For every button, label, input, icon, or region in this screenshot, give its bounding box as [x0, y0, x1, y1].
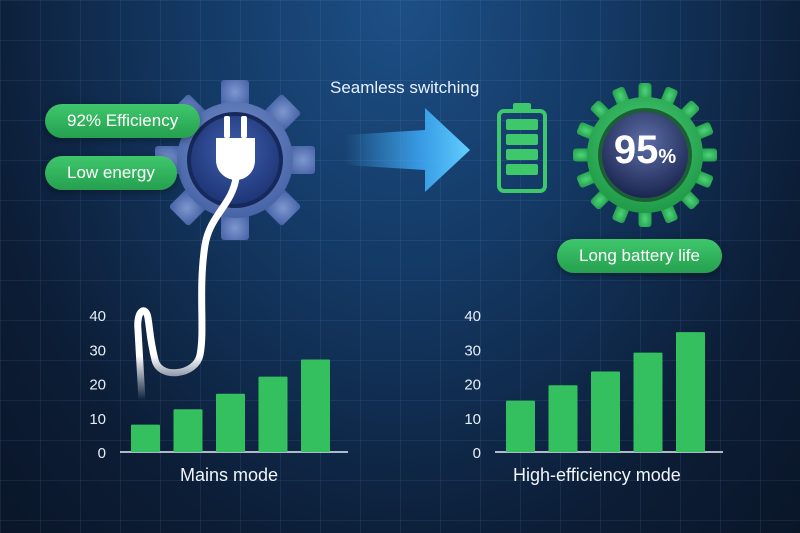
- high-efficiency-y-tick-label: 10: [464, 411, 481, 428]
- high-efficiency-bar-3: [591, 371, 620, 452]
- high-efficiency-chart: 0 10 20 30 40: [464, 308, 723, 462]
- high-efficiency-bar-1: [506, 400, 535, 452]
- percent-number: 95: [613, 128, 659, 172]
- mains-mode-bar-3: [216, 393, 245, 452]
- arrow-right-icon: [345, 108, 470, 192]
- battery-life-badge: Long battery life: [557, 239, 722, 273]
- mains-mode-bar-1: [131, 424, 160, 452]
- high-efficiency-y-tick-label: 0: [473, 445, 481, 462]
- high-efficiency-bar-5: [676, 332, 705, 452]
- mains-mode-bar-5: [301, 359, 330, 452]
- high-efficiency-y-tick-label: 20: [464, 377, 481, 394]
- low-energy-badge: Low energy: [45, 156, 177, 190]
- high-efficiency-y-tick-label: 40: [464, 308, 481, 325]
- efficiency-badge: 92% Efficiency: [45, 104, 201, 138]
- high-efficiency-y-tick-label: 30: [464, 342, 481, 359]
- mains-mode-y-tick-label: 0: [98, 445, 106, 462]
- high-efficiency-mode-label: High-efficiency mode: [513, 465, 681, 485]
- mains-mode-bar-2: [173, 409, 203, 452]
- mains-mode-y-tick-label: 10: [89, 411, 106, 428]
- switch-label: Seamless switching: [330, 78, 480, 97]
- percent-sign: %: [658, 146, 677, 168]
- high-efficiency-bar-2: [548, 385, 578, 452]
- battery-percent: 95%: [605, 128, 685, 173]
- mains-mode-bar-4: [258, 376, 288, 452]
- green-gear-icon: [573, 83, 717, 227]
- mains-mode-y-tick-label: 20: [89, 377, 106, 394]
- mains-mode-chart: 0 10 20 30 40: [89, 308, 348, 462]
- high-efficiency-bar-4: [633, 352, 663, 452]
- mains-mode-y-tick-label: 40: [89, 308, 106, 325]
- mains-mode-y-tick-label: 30: [89, 342, 106, 359]
- battery-icon: [497, 103, 547, 193]
- mains-mode-label: Mains mode: [180, 465, 279, 485]
